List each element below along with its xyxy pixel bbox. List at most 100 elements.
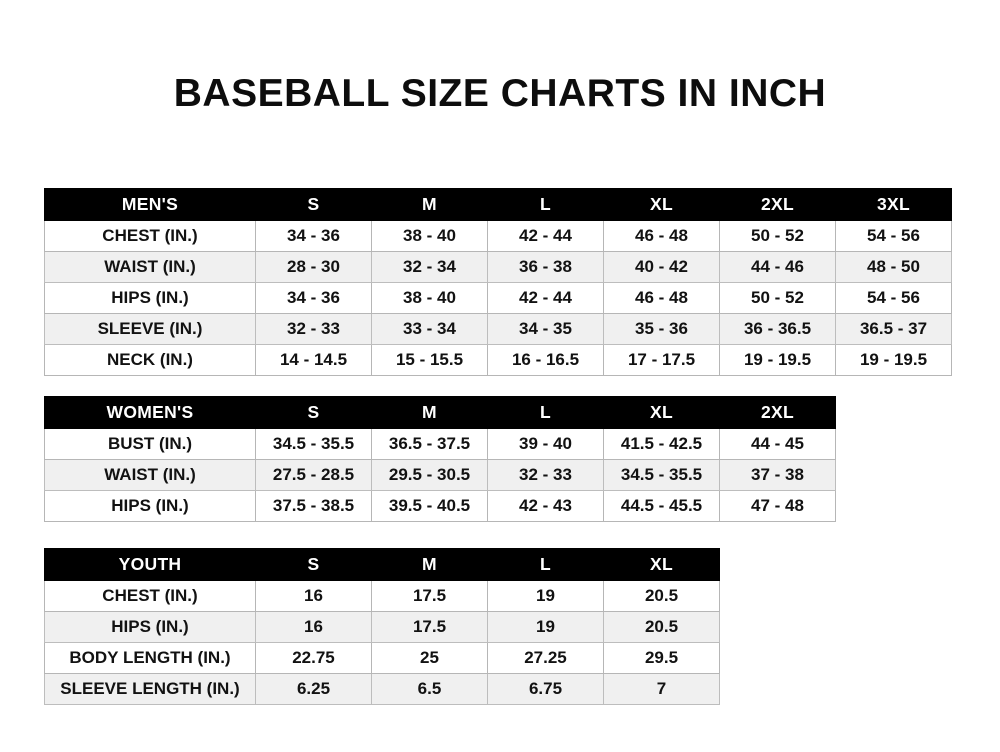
table-title-mens: MEN'S <box>44 188 256 221</box>
row-label: NECK (IN.) <box>44 344 256 376</box>
column-header-l: L <box>487 396 604 429</box>
table-header-row: WOMEN'S S M L XL 2XL <box>44 396 836 429</box>
table-row: HIPS (IN.) 16 17.5 19 20.5 <box>44 611 720 643</box>
measurement-cell: 27.5 - 28.5 <box>255 459 372 491</box>
measurement-cell: 34 - 36 <box>255 282 372 314</box>
measurement-cell: 41.5 - 42.5 <box>603 428 720 460</box>
measurement-cell: 39.5 - 40.5 <box>371 490 488 522</box>
row-label: HIPS (IN.) <box>44 282 256 314</box>
measurement-cell: 42 - 43 <box>487 490 604 522</box>
measurement-cell: 19 - 19.5 <box>719 344 836 376</box>
measurement-cell: 39 - 40 <box>487 428 604 460</box>
measurement-cell: 27.25 <box>487 642 604 674</box>
row-label: WAIST (IN.) <box>44 459 256 491</box>
measurement-cell: 36.5 - 37.5 <box>371 428 488 460</box>
table-row: WAIST (IN.) 28 - 30 32 - 34 36 - 38 40 - 42 4… <box>44 251 952 283</box>
table-row: SLEEVE (IN.) 32 - 33 33 - 34 34 - 35 35 - 36… <box>44 313 952 345</box>
measurement-cell: 50 - 52 <box>719 282 836 314</box>
womens-size-table: WOMEN'S S M L XL 2XL BUST (IN.) 34.5 - 35.5 36.5… <box>44 396 836 522</box>
column-header-s: S <box>255 396 372 429</box>
column-header-xl: XL <box>603 396 720 429</box>
measurement-cell: 25 <box>371 642 488 674</box>
measurement-cell: 29.5 - 30.5 <box>371 459 488 491</box>
measurement-cell: 28 - 30 <box>255 251 372 283</box>
measurement-cell: 47 - 48 <box>719 490 836 522</box>
page-title: BASEBALL SIZE CHARTS IN INCH <box>173 72 827 115</box>
measurement-cell: 35 - 36 <box>603 313 720 345</box>
table-row: CHEST (IN.) 16 17.5 19 20.5 <box>44 580 720 612</box>
measurement-cell: 32 - 33 <box>487 459 604 491</box>
measurement-cell: 16 <box>255 580 372 612</box>
table-row: HIPS (IN.) 37.5 - 38.5 39.5 - 40.5 42 - 43 4… <box>44 490 836 522</box>
row-label: CHEST (IN.) <box>44 580 256 612</box>
youth-size-table: YOUTH S M L XL CHEST (IN.) 16 17.5 19 20.5 HIPS (I… <box>44 548 720 705</box>
measurement-cell: 17 - 17.5 <box>603 344 720 376</box>
table-row: SLEEVE LENGTH (IN.) 6.25 6.5 6.75 7 <box>44 673 720 705</box>
table-row: BODY LENGTH (IN.) 22.75 25 27.25 29.5 <box>44 642 720 674</box>
column-header-m: M <box>371 548 488 581</box>
measurement-cell: 48 - 50 <box>835 251 952 283</box>
table-row: HIPS (IN.) 34 - 36 38 - 40 42 - 44 46 - 48 50… <box>44 282 952 314</box>
row-label: WAIST (IN.) <box>44 251 256 283</box>
column-header-3xl: 3XL <box>835 188 952 221</box>
measurement-cell: 7 <box>603 673 720 705</box>
measurement-cell: 14 - 14.5 <box>255 344 372 376</box>
measurement-cell: 46 - 48 <box>603 220 720 252</box>
column-header-2xl: 2XL <box>719 188 836 221</box>
measurement-cell: 34 - 35 <box>487 313 604 345</box>
measurement-cell: 54 - 56 <box>835 282 952 314</box>
measurement-cell: 34 - 36 <box>255 220 372 252</box>
row-label: HIPS (IN.) <box>44 490 256 522</box>
measurement-cell: 42 - 44 <box>487 220 604 252</box>
measurement-cell: 46 - 48 <box>603 282 720 314</box>
column-header-s: S <box>255 188 372 221</box>
measurement-cell: 44.5 - 45.5 <box>603 490 720 522</box>
measurement-cell: 44 - 45 <box>719 428 836 460</box>
mens-size-table: MEN'S S M L XL 2XL 3XL CHEST (IN.) 34 - 36 38 - 4… <box>44 188 952 376</box>
measurement-cell: 37.5 - 38.5 <box>255 490 372 522</box>
measurement-cell: 44 - 46 <box>719 251 836 283</box>
measurement-cell: 16 <box>255 611 372 643</box>
measurement-cell: 34.5 - 35.5 <box>255 428 372 460</box>
column-header-xl: XL <box>603 188 720 221</box>
measurement-cell: 6.5 <box>371 673 488 705</box>
table-row: CHEST (IN.) 34 - 36 38 - 40 42 - 44 46 - 48 5… <box>44 220 952 252</box>
measurement-cell: 22.75 <box>255 642 372 674</box>
measurement-cell: 38 - 40 <box>371 282 488 314</box>
row-label: BUST (IN.) <box>44 428 256 460</box>
measurement-cell: 15 - 15.5 <box>371 344 488 376</box>
column-header-xl: XL <box>603 548 720 581</box>
measurement-cell: 36 - 36.5 <box>719 313 836 345</box>
measurement-cell: 54 - 56 <box>835 220 952 252</box>
row-label: SLEEVE (IN.) <box>44 313 256 345</box>
measurement-cell: 6.25 <box>255 673 372 705</box>
measurement-cell: 50 - 52 <box>719 220 836 252</box>
row-label: BODY LENGTH (IN.) <box>44 642 256 674</box>
measurement-cell: 32 - 34 <box>371 251 488 283</box>
column-header-m: M <box>371 396 488 429</box>
measurement-cell: 20.5 <box>603 580 720 612</box>
measurement-cell: 20.5 <box>603 611 720 643</box>
measurement-cell: 16 - 16.5 <box>487 344 604 376</box>
table-row: WAIST (IN.) 27.5 - 28.5 29.5 - 30.5 32 - 33… <box>44 459 836 491</box>
measurement-cell: 17.5 <box>371 580 488 612</box>
measurement-cell: 6.75 <box>487 673 604 705</box>
measurement-cell: 34.5 - 35.5 <box>603 459 720 491</box>
measurement-cell: 37 - 38 <box>719 459 836 491</box>
measurement-cell: 19 <box>487 580 604 612</box>
row-label: SLEEVE LENGTH (IN.) <box>44 673 256 705</box>
measurement-cell: 19 - 19.5 <box>835 344 952 376</box>
table-row: BUST (IN.) 34.5 - 35.5 36.5 - 37.5 39 - 40 4… <box>44 428 836 460</box>
measurement-cell: 19 <box>487 611 604 643</box>
column-header-2xl: 2XL <box>719 396 836 429</box>
column-header-l: L <box>487 548 604 581</box>
table-title-womens: WOMEN'S <box>44 396 256 429</box>
measurement-cell: 17.5 <box>371 611 488 643</box>
measurement-cell: 40 - 42 <box>603 251 720 283</box>
measurement-cell: 32 - 33 <box>255 313 372 345</box>
row-label: CHEST (IN.) <box>44 220 256 252</box>
measurement-cell: 38 - 40 <box>371 220 488 252</box>
measurement-cell: 33 - 34 <box>371 313 488 345</box>
measurement-cell: 29.5 <box>603 642 720 674</box>
table-title-youth: YOUTH <box>44 548 256 581</box>
